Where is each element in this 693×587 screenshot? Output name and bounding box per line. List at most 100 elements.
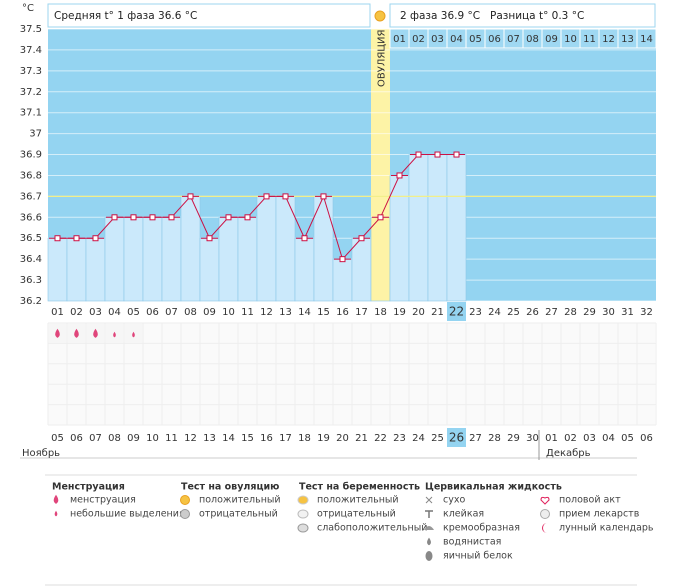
x-tick-label: 12 <box>260 307 273 318</box>
point <box>434 151 441 158</box>
date-label: 05 <box>621 433 634 444</box>
legend-icon <box>425 510 433 518</box>
point <box>206 235 213 242</box>
date-label: 06 <box>640 433 653 444</box>
point <box>320 193 327 200</box>
column-bg <box>523 48 542 301</box>
column-bg <box>485 48 504 301</box>
legend-title: Менструация <box>52 482 125 493</box>
legend-icon <box>297 523 309 533</box>
bar <box>199 237 220 302</box>
x-tick-label: 22 <box>449 305 464 319</box>
phase2-day: 13 <box>621 34 634 45</box>
x-tick-label: 15 <box>317 307 330 318</box>
point <box>92 235 99 242</box>
date-label: 22 <box>374 433 387 444</box>
x-tick-label: 17 <box>355 307 368 318</box>
spotting-icon <box>132 331 135 338</box>
column-bg <box>295 29 314 301</box>
legend-item: небольшие выделения <box>70 509 185 520</box>
bar <box>408 154 429 302</box>
x-tick-label: 08 <box>184 307 197 318</box>
x-tick-label: 19 <box>393 307 406 318</box>
y-tick-label: 36.2 <box>20 296 42 307</box>
ovulation-icon <box>374 10 386 22</box>
date-label: 12 <box>184 433 197 444</box>
phase2-day: 05 <box>469 34 482 45</box>
legend-item: положительный <box>317 495 399 506</box>
point <box>396 172 403 179</box>
bar <box>351 237 372 302</box>
x-tick-label: 09 <box>203 307 216 318</box>
point <box>244 214 251 221</box>
legend-icon <box>53 494 59 504</box>
difference-text: Разница t° 0.3 °C <box>490 10 584 22</box>
phase2-day: 09 <box>545 34 558 45</box>
phase2-day: 04 <box>450 34 463 45</box>
point <box>168 214 175 221</box>
x-tick-label: 06 <box>146 307 159 318</box>
legend-item: слабоположительный <box>317 523 427 534</box>
phase2-day: 03 <box>431 34 444 45</box>
date-label: 28 <box>488 433 501 444</box>
x-tick-label: 25 <box>507 307 520 318</box>
x-tick-label: 32 <box>640 307 653 318</box>
menstruation-icon <box>74 328 79 338</box>
phase2-text: 2 фаза 36.9 °C <box>400 10 480 22</box>
y-tick-label: 37.4 <box>20 45 42 56</box>
legend-item: менструация <box>70 495 136 506</box>
phase1-box <box>47 3 371 28</box>
legend-title: Тест на беременность <box>299 482 420 493</box>
date-label: 29 <box>507 433 520 444</box>
legend-icon <box>425 496 433 504</box>
date-label: 03 <box>583 433 596 444</box>
point <box>130 214 137 221</box>
bar <box>389 175 410 302</box>
bar <box>66 237 87 302</box>
x-tick-label: 31 <box>621 307 634 318</box>
legend-icon <box>297 495 309 505</box>
x-tick-label: 13 <box>279 307 292 318</box>
y-tick-label: 37.5 <box>20 24 42 35</box>
column-bg <box>599 48 618 301</box>
date-label: 14 <box>222 433 235 444</box>
column-bg <box>542 48 561 301</box>
date-label: 18 <box>298 433 311 444</box>
date-label: 26 <box>449 431 464 445</box>
phase2-day: 08 <box>526 34 539 45</box>
date-label: 13 <box>203 433 216 444</box>
point <box>149 214 156 221</box>
column-bg <box>48 29 67 301</box>
x-tick-label: 16 <box>336 307 349 318</box>
date-label: 10 <box>146 433 159 444</box>
y-tick-label: 36.8 <box>20 170 42 181</box>
date-label: 16 <box>260 433 273 444</box>
phase2-day: 07 <box>507 34 520 45</box>
legend-icon <box>540 496 550 505</box>
month-label: Декабрь <box>546 448 591 459</box>
legend-icon <box>425 551 433 561</box>
legend-icon <box>54 510 58 517</box>
bar <box>85 237 106 302</box>
legend-item: кремообразная <box>443 523 520 534</box>
legend-item: водянистая <box>443 537 501 548</box>
y-tick-label: 37 <box>29 129 42 140</box>
legend-item: сухо <box>443 495 465 506</box>
phase2-day: 14 <box>640 34 653 45</box>
point <box>339 256 346 263</box>
date-label: 30 <box>526 433 539 444</box>
phase2-day: 01 <box>393 34 406 45</box>
point <box>263 193 270 200</box>
point <box>54 235 61 242</box>
date-label: 19 <box>317 433 330 444</box>
y-axis-label: °C <box>22 3 34 14</box>
menstruation-icon <box>93 328 98 338</box>
phase1-text: Средняя t° 1 фаза 36.6 °C <box>54 10 197 22</box>
x-tick-label: 03 <box>89 307 102 318</box>
legend-item: лунный календарь <box>559 523 654 534</box>
legend-item: клейкая <box>443 509 484 520</box>
date-label: 01 <box>545 433 558 444</box>
bar <box>427 154 448 302</box>
bar <box>370 217 391 302</box>
